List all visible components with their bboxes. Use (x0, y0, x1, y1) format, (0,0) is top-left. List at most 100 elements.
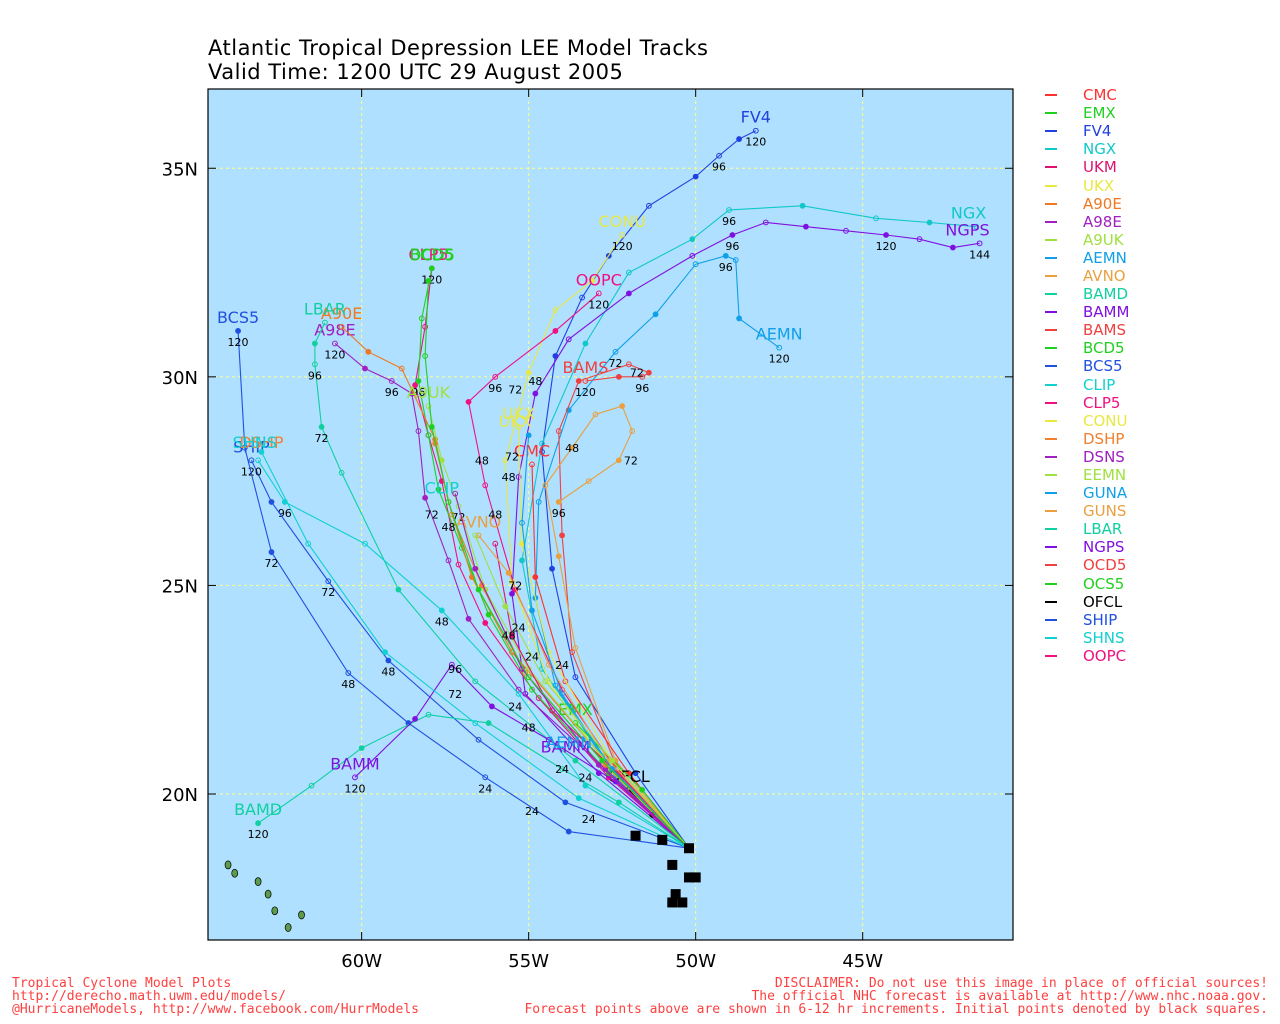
track-point (325, 578, 332, 585)
forecast-hour-label: 48 (528, 375, 542, 388)
track-point (692, 173, 699, 180)
track-point (736, 136, 742, 142)
track-point (612, 778, 619, 785)
legend-label: A90E (1083, 194, 1122, 213)
track-point (485, 720, 492, 726)
track-point (455, 561, 462, 568)
forecast-hour-label: 48 (475, 454, 489, 467)
legend-swatch (1045, 474, 1057, 477)
track-point (268, 549, 275, 555)
track-point (318, 423, 325, 430)
x-tick-label: 55W (508, 951, 549, 972)
forecast-hour-label: 48 (435, 615, 449, 628)
legend-swatch (1045, 401, 1057, 404)
forecast-hour-label: 48 (502, 471, 516, 484)
track-point (485, 611, 492, 618)
legend-item-ofcl: OFCL (1045, 593, 1129, 611)
track-point (515, 686, 522, 693)
legend-item-emx: EMX (1045, 104, 1129, 122)
forecast-hour-label: 96 (722, 215, 736, 228)
track-point (542, 678, 549, 685)
track-point (529, 607, 535, 614)
model-label: BAMS (563, 358, 609, 377)
legend-item-ngx: NGX (1045, 140, 1129, 158)
legend-swatch (1045, 112, 1057, 115)
legend-item-shns: SHNS (1045, 629, 1129, 647)
legend-item-eemn: EEMN (1045, 466, 1129, 484)
forecast-hour-label: 96 (488, 382, 502, 395)
model-label: A98E (314, 320, 355, 339)
track-point (843, 227, 849, 234)
track-dsns (454, 493, 690, 849)
track-point (602, 761, 609, 768)
legend-item-aemn: AEMN (1045, 249, 1129, 267)
track-point (579, 294, 586, 301)
legend-item-ocd5: OCD5 (1045, 556, 1129, 574)
track-point (565, 828, 572, 835)
forecast-hour-label: 72 (609, 357, 623, 370)
forecast-hour-label: 120 (588, 298, 609, 311)
forecast-hour-label: 72 (624, 454, 638, 467)
legend-swatch (1045, 636, 1057, 639)
track-point (883, 232, 889, 238)
legend-swatch (1045, 618, 1057, 621)
forecast-hour-label: 24 (508, 701, 522, 714)
track-point (525, 674, 532, 681)
track-bcs5 (237, 330, 690, 849)
forecast-hour-label: 120 (575, 386, 596, 399)
model-label: BCS5 (217, 308, 259, 327)
legend-item-ngps: NGPS (1045, 538, 1129, 556)
legend-swatch (1045, 365, 1057, 368)
island (224, 860, 232, 870)
initial-point-square (683, 843, 694, 854)
legend-label: BAMD (1083, 285, 1129, 304)
track-shns (260, 451, 690, 849)
track-point (388, 378, 395, 384)
model-label: FV4 (741, 108, 771, 127)
track-point (529, 686, 535, 693)
legend-label: OCD5 (1083, 556, 1127, 575)
track-point (799, 202, 806, 209)
track-point (412, 716, 418, 722)
legend-swatch (1045, 654, 1057, 657)
track-point (572, 645, 579, 651)
ocean-background (208, 89, 1013, 940)
track-point (362, 365, 368, 372)
track-eemn (474, 535, 690, 849)
legend-swatch (1045, 600, 1057, 603)
track-point (422, 494, 429, 501)
track-point (345, 670, 352, 676)
track-aemn (534, 255, 780, 849)
legend-item-bamd: BAMD (1045, 285, 1129, 303)
legend-swatch (1045, 492, 1057, 495)
forecast-hour-label: 24 (525, 805, 539, 818)
model-label: AVNO (456, 512, 501, 531)
track-point (529, 461, 535, 468)
legend-item-ship: SHIP (1045, 611, 1129, 629)
track-point (482, 774, 489, 781)
legend-swatch (1045, 455, 1057, 458)
track-point (589, 277, 596, 284)
track-point (722, 252, 729, 259)
legend-label: BCD5 (1083, 339, 1125, 358)
legend-item-a9uk: A9UK (1045, 231, 1129, 249)
legend-item-dshp: DSHP (1045, 430, 1129, 448)
model-legend: CMC EMX FV4 NGX UKM UKX A90E A98E A9UK AEMN AVNO BA… (1045, 86, 1129, 665)
legend-swatch (1045, 238, 1057, 241)
model-label: BAMM (330, 754, 380, 773)
track-point (692, 261, 699, 268)
y-tick-label: 25N (162, 576, 198, 597)
track-point (585, 478, 592, 485)
legend-item-clip: CLIP (1045, 376, 1129, 394)
track-point (255, 457, 262, 464)
track-point (569, 649, 575, 656)
forecast-hour-label: 24 (555, 763, 569, 776)
legend-label: CMC (1083, 86, 1117, 105)
legend-swatch (1045, 202, 1057, 205)
model-label: BAMM (541, 737, 591, 756)
legend-swatch (1045, 130, 1057, 133)
legend-swatch (1045, 437, 1057, 440)
legend-label: A98E (1083, 212, 1122, 231)
track-guns (544, 405, 690, 849)
